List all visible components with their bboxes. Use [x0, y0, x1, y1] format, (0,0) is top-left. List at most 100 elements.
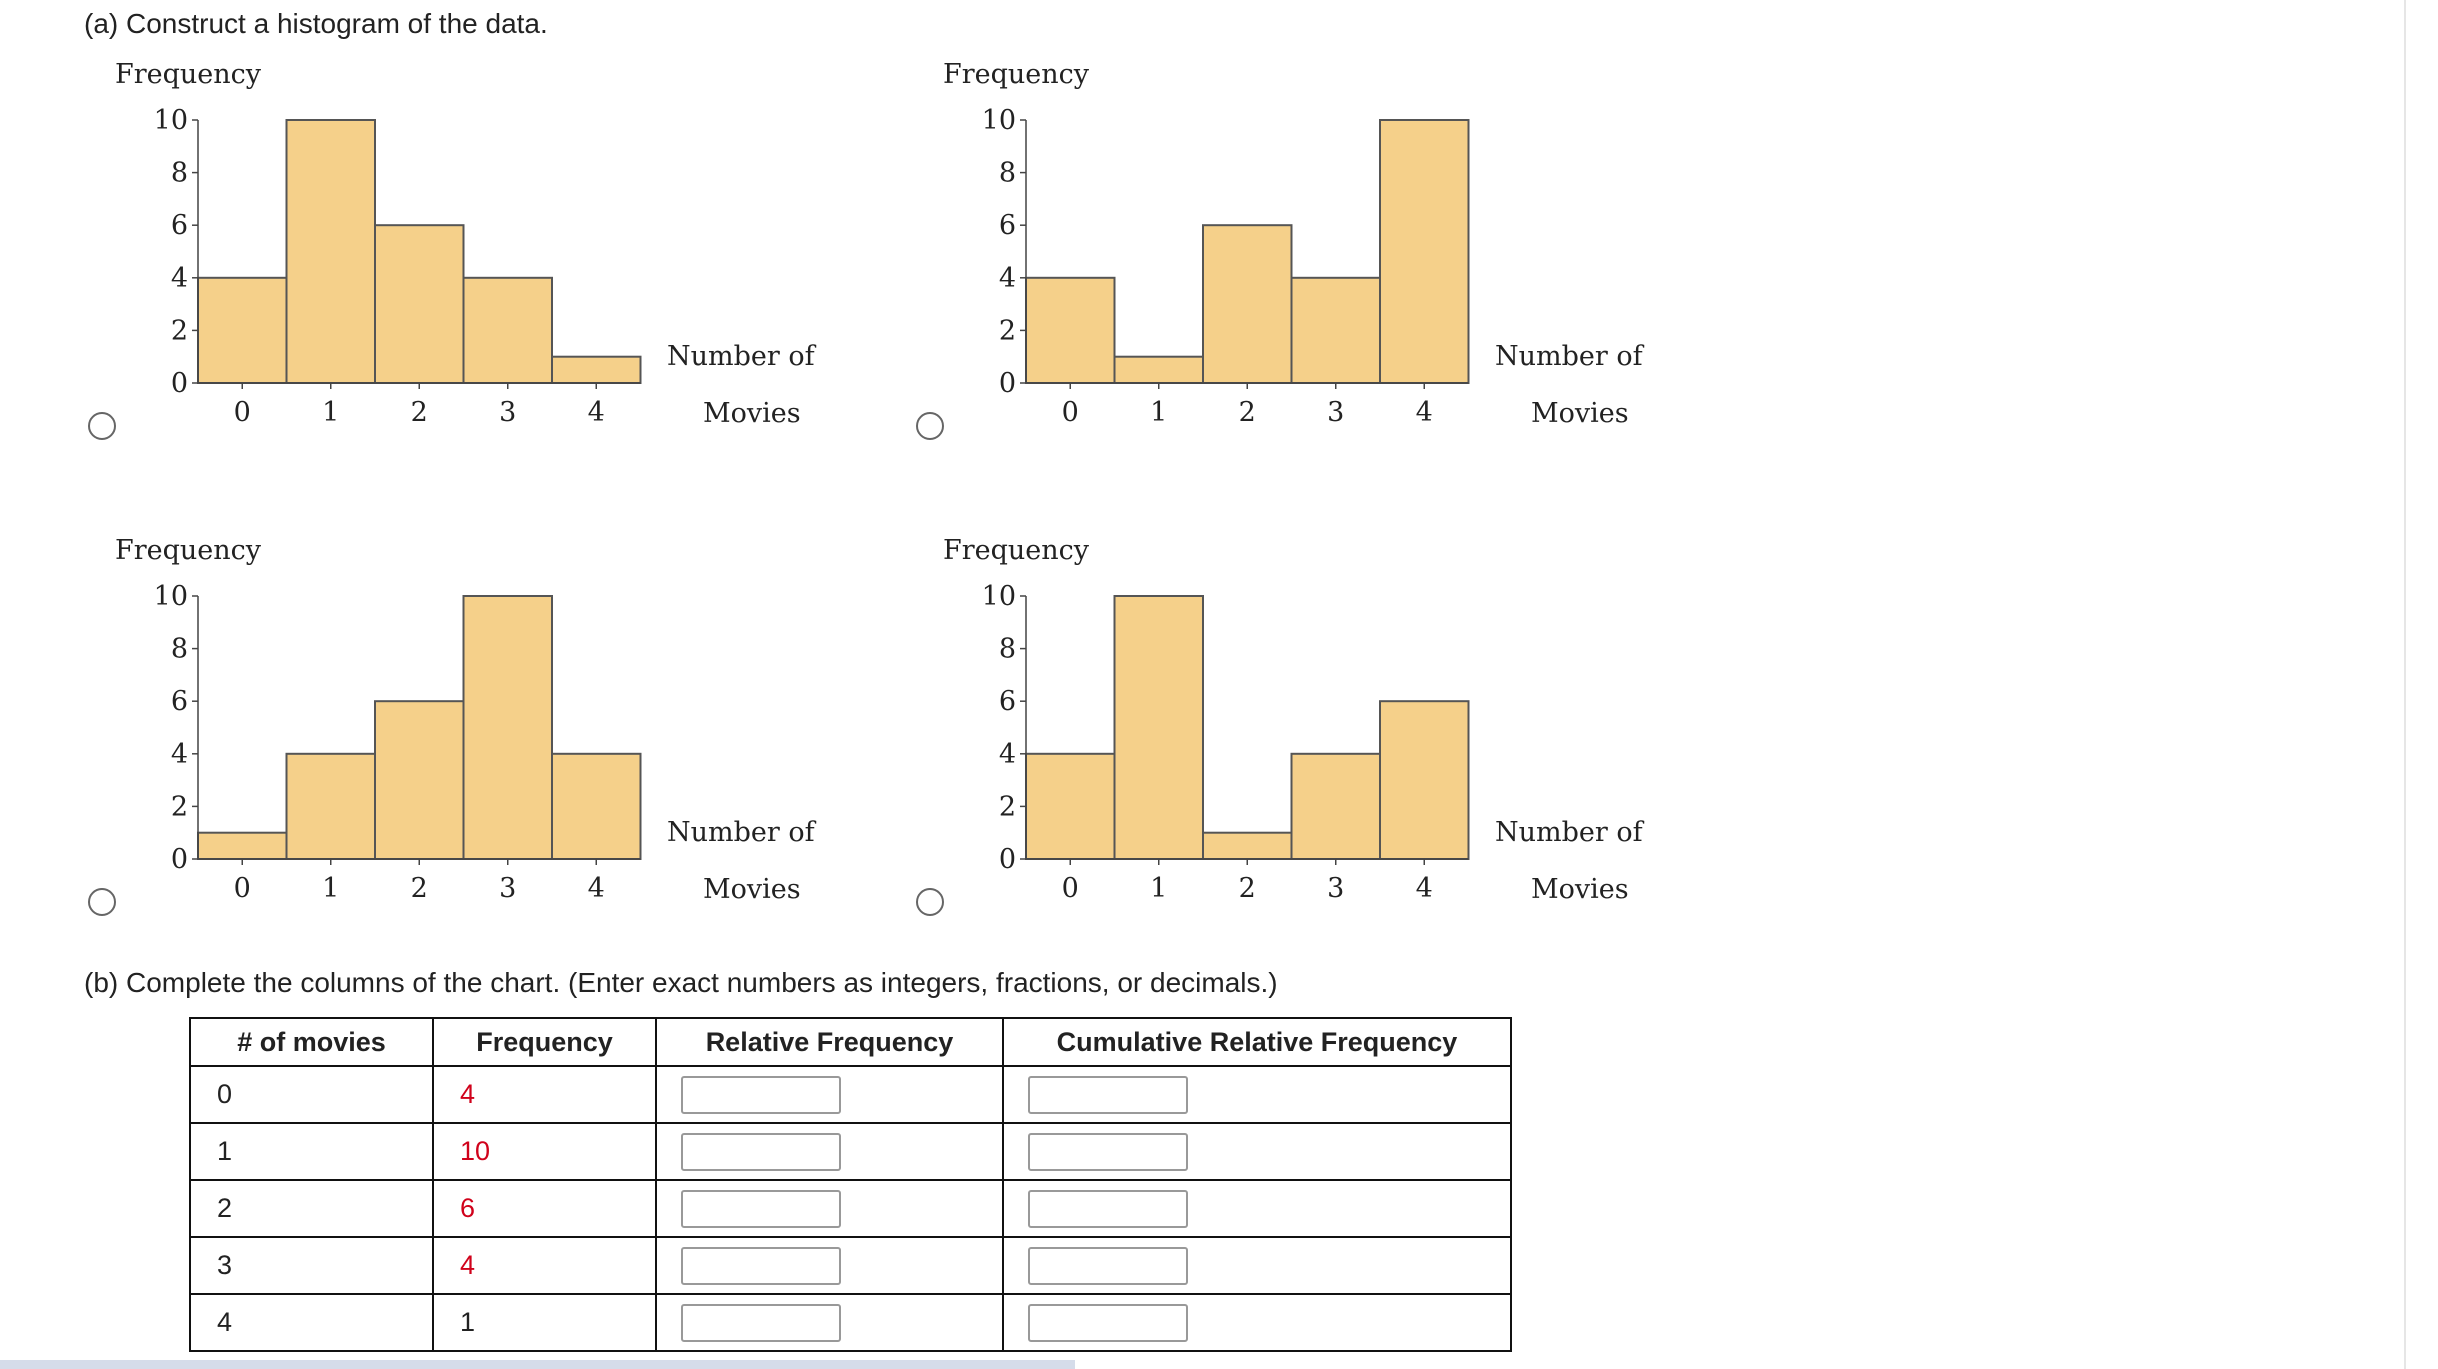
frequency-cell: 4: [432, 1236, 657, 1295]
y-axis-title: Frequency: [943, 535, 1090, 566]
x-tick-label: 1: [1150, 397, 1167, 428]
histogram-bar: [285, 119, 376, 384]
y-tick-label: 0: [999, 844, 1016, 875]
histogram-bar: [374, 224, 465, 384]
y-tick-label: 8: [171, 158, 188, 189]
histogram-4-plot: Frequency 0 2 4 6 8 10 0 1 2 3 4 Number of Movies: [943, 535, 1645, 905]
x-tick-label: 2: [411, 873, 428, 904]
frequency-cell: 1: [432, 1293, 657, 1352]
part-b-prompt: (b) Complete the columns of the chart. (…: [84, 967, 1278, 998]
y-tick-label: 8: [171, 634, 188, 665]
histogram-option-3: Frequency 0 2 4 6 8 10 0 1 2 3 4 Number of Movies: [0, 526, 820, 956]
y-tick-label: 4: [171, 263, 188, 294]
table-row: 3 4: [189, 1236, 1512, 1295]
y-tick-label: 6: [999, 210, 1016, 241]
histogram-bar: [1379, 700, 1470, 860]
header-cumulative-relative-frequency: Cumulative Relative Frequency: [1002, 1017, 1512, 1067]
x-tick-label: 4: [588, 873, 605, 904]
histogram-bar: [1113, 595, 1204, 860]
frequency-cell: 4: [432, 1065, 657, 1124]
y-tick-label: 10: [154, 581, 188, 612]
histogram-bar: [1202, 831, 1293, 861]
x-tick-label: 0: [1062, 397, 1079, 428]
x-tick-label: 2: [411, 397, 428, 428]
cumulative-relative-frequency-input[interactable]: [1028, 1132, 1188, 1171]
y-tick-label: 4: [171, 739, 188, 770]
table-row: 2 6: [189, 1179, 1512, 1238]
histogram-bar: [462, 276, 553, 384]
relative-frequency-input[interactable]: [681, 1303, 841, 1342]
y-axis-title: Frequency: [115, 535, 262, 566]
x-axis-title-line1: Number of: [667, 341, 817, 372]
radio-option-4[interactable]: [916, 888, 944, 916]
frequency-cell: 10: [432, 1122, 657, 1181]
histogram-option-2: Frequency 0 2 4 6 8 10 0 1 2 3 4 Number of Movies: [828, 50, 1648, 480]
x-tick-label: 0: [234, 397, 251, 428]
frequency-table: # of movies Frequency Relative Frequency…: [189, 1017, 1512, 1352]
x-axis-title-line1: Number of: [1495, 817, 1645, 848]
relative-frequency-input[interactable]: [681, 1132, 841, 1171]
relative-frequency-input[interactable]: [681, 1075, 841, 1114]
histogram-1-plot: Frequency 0 2 4 6 8 10 0 1 2 3 4 Number of Movies: [115, 59, 817, 429]
y-tick-label: 0: [999, 368, 1016, 399]
x-tick-label: 0: [234, 873, 251, 904]
x-axis-title-line2: Movies: [1531, 874, 1629, 905]
table-row: 0 4: [189, 1065, 1512, 1124]
cumulative-relative-frequency-input[interactable]: [1028, 1189, 1188, 1228]
histogram-bar: [197, 831, 288, 861]
y-tick-label: 8: [999, 158, 1016, 189]
x-tick-label: 3: [1327, 873, 1344, 904]
y-tick-label: 6: [171, 686, 188, 717]
y-tick-label: 6: [171, 210, 188, 241]
x-tick-label: 2: [1239, 397, 1256, 428]
y-axis-title: Frequency: [943, 59, 1090, 90]
histogram-bar: [1025, 276, 1116, 384]
x-tick-label: 4: [1416, 397, 1433, 428]
radio-option-2[interactable]: [916, 412, 944, 440]
x-tick-label: 1: [322, 873, 339, 904]
histogram-bar: [551, 752, 642, 860]
x-axis-title-line1: Number of: [667, 817, 817, 848]
y-tick-label: 2: [171, 791, 188, 822]
y-tick-label: 2: [999, 791, 1016, 822]
movies-cell: 1: [189, 1122, 434, 1181]
histogram-3-plot: Frequency 0 2 4 6 8 10 0 1 2 3 4 Number of Movies: [115, 535, 817, 905]
y-tick-label: 6: [999, 686, 1016, 717]
histogram-bar: [374, 700, 465, 860]
cumulative-relative-frequency-input[interactable]: [1028, 1303, 1188, 1342]
histogram-bar: [1025, 752, 1116, 860]
histogram-bar: [1290, 276, 1381, 384]
part-a-prompt: (a) Construct a histogram of the data.: [84, 8, 548, 39]
radio-option-3[interactable]: [88, 888, 116, 916]
histogram-bar: [197, 276, 288, 384]
y-tick-label: 0: [171, 368, 188, 399]
histogram-bar: [1379, 119, 1470, 384]
horizontal-scrollbar[interactable]: [0, 1360, 1075, 1369]
x-axis-title-line2: Movies: [703, 874, 801, 905]
frequency-cell: 6: [432, 1179, 657, 1238]
x-axis-title-line2: Movies: [703, 398, 801, 429]
cumulative-relative-frequency-input[interactable]: [1028, 1075, 1188, 1114]
x-tick-label: 2: [1239, 873, 1256, 904]
radio-option-1[interactable]: [88, 412, 116, 440]
y-tick-label: 4: [999, 739, 1016, 770]
relative-frequency-input[interactable]: [681, 1189, 841, 1228]
y-axis-title: Frequency: [115, 59, 262, 90]
x-tick-label: 3: [1327, 397, 1344, 428]
y-tick-label: 2: [171, 315, 188, 346]
x-tick-label: 3: [499, 873, 516, 904]
movies-cell: 4: [189, 1293, 434, 1352]
histogram-bar: [1202, 224, 1293, 384]
table-row: 4 1: [189, 1293, 1512, 1352]
x-axis-title-line2: Movies: [1531, 398, 1629, 429]
histogram-2-plot: Frequency 0 2 4 6 8 10 0 1 2 3 4 Number of Movies: [943, 59, 1645, 429]
relative-frequency-input[interactable]: [681, 1246, 841, 1285]
movies-cell: 2: [189, 1179, 434, 1238]
y-tick-label: 2: [999, 315, 1016, 346]
x-axis-title-line1: Number of: [1495, 341, 1645, 372]
x-tick-label: 1: [322, 397, 339, 428]
y-tick-label: 0: [171, 844, 188, 875]
cumulative-relative-frequency-input[interactable]: [1028, 1246, 1188, 1285]
histogram-bar: [551, 355, 642, 385]
header-num-movies: # of movies: [189, 1017, 434, 1067]
